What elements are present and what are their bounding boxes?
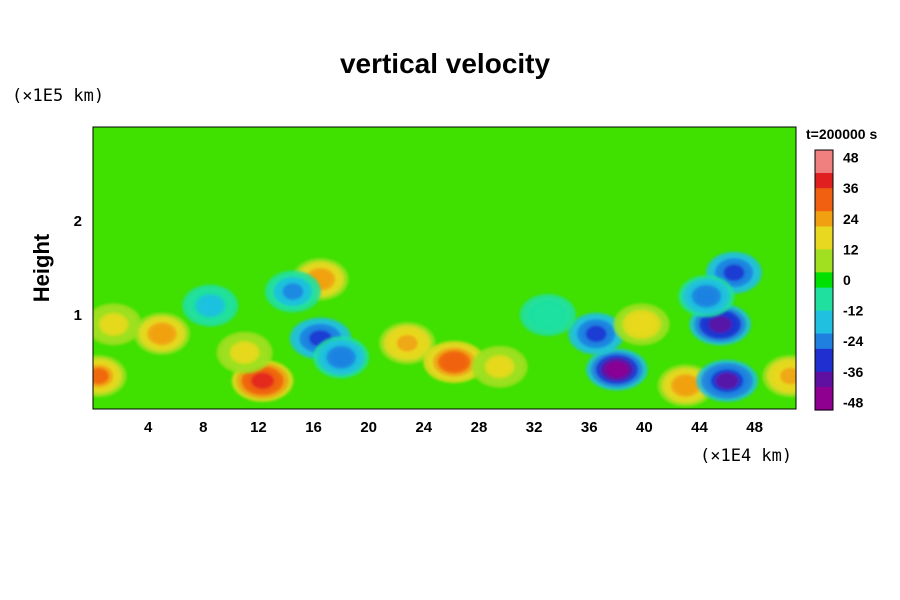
colorbar-band: [815, 387, 833, 396]
y-axis-ticks: 12: [74, 213, 82, 324]
x-tick-label: 20: [360, 419, 377, 436]
x-axis-ticks: 4 8 12 16 20 24 28 32 36 40 44 48: [144, 419, 763, 436]
colorbar-band: [815, 341, 833, 350]
y-tick-label: 2: [74, 213, 82, 230]
heat-cell-2: [133, 312, 190, 355]
x-tick-label: 4: [144, 419, 153, 436]
x-tick-label: 12: [250, 419, 267, 436]
colorbar-band: [815, 364, 833, 373]
colorbar-band: [815, 157, 833, 166]
colorbar-band: [815, 211, 833, 220]
y-axis-label: Height: [29, 233, 54, 302]
colorbar-band: [815, 280, 833, 289]
colorbar-band: [815, 234, 833, 243]
x-tick-label: 48: [746, 419, 763, 436]
colorbar-ticks: 48 36 24 12 0 -12 -24 -36 -48: [843, 150, 863, 411]
colorbar-band: [815, 310, 833, 319]
heat-cell-8: [264, 270, 321, 313]
colorbar-tick-label: 12: [843, 241, 859, 257]
heat-cell-10: [423, 341, 485, 383]
x-tick-label: 44: [691, 419, 708, 436]
colorbar-band: [815, 218, 833, 228]
colorbar-band: [815, 180, 833, 189]
colorbar-band: [815, 203, 833, 212]
plot-frame: [92, 126, 797, 410]
heat-cell-7: [313, 336, 370, 379]
colorbar-tick-label: -36: [843, 364, 863, 380]
heat-cell-20: [762, 355, 796, 398]
colorbar-band: [815, 150, 833, 159]
colorbar-band: [815, 325, 833, 335]
heat-cell-21: [182, 284, 239, 327]
x-tick-label: 16: [305, 419, 322, 436]
colorbar-band: [815, 402, 833, 411]
heat-cell-12: [586, 348, 648, 391]
colorbar-band: [815, 188, 833, 197]
colorbar-tick-label: 36: [843, 180, 859, 196]
x-tick-label: 8: [199, 419, 207, 436]
heat-cell-9: [379, 322, 436, 365]
heatmap-field: [93, 251, 796, 407]
y-axis-unit: (×1E5 km): [12, 86, 104, 106]
colorbar-band: [815, 356, 833, 365]
colorbar-tick-label: 48: [843, 150, 859, 166]
x-tick-label: 24: [415, 419, 432, 436]
colorbar-tick-label: 24: [843, 211, 859, 227]
colorbar-band: [815, 302, 833, 312]
colorbar-band: [815, 172, 833, 182]
colorbar-band: [815, 394, 833, 403]
colorbar-band: [815, 226, 833, 235]
colorbar-band: [815, 333, 833, 342]
heat-cell-16: [696, 359, 758, 402]
colorbar-tick-label: -24: [843, 333, 863, 349]
colorbar-band: [815, 195, 833, 205]
colorbar-band: [815, 272, 833, 281]
x-tick-label: 28: [471, 419, 488, 436]
y-tick-label: 1: [74, 307, 82, 324]
heat-cell-13: [568, 312, 625, 355]
colorbar-tick-label: -48: [843, 394, 863, 410]
colorbar: 48 36 24 12 0 -12 -24 -36 -48: [814, 149, 863, 411]
colorbar-band: [815, 257, 833, 266]
colorbar-frame: [814, 149, 834, 411]
time-label: t=200000 s: [806, 126, 877, 142]
heat-cell-11: [471, 345, 528, 388]
chart-title: vertical velocity: [340, 48, 551, 79]
heat-cell-19: [678, 275, 735, 318]
colorbar-tick-label: 0: [843, 272, 851, 288]
heat-cell-0: [93, 355, 127, 398]
plot-area: [92, 126, 797, 410]
colorbar-band: [815, 264, 833, 273]
colorbar-band: [815, 241, 833, 251]
heat-cell-1: [93, 303, 142, 346]
colorbar-band: [815, 295, 833, 304]
colorbar-band: [815, 318, 833, 327]
x-tick-label: 32: [526, 419, 543, 436]
heat-cell-22: [519, 294, 576, 336]
colorbar-band: [815, 165, 833, 174]
colorbar-tick-label: -12: [843, 303, 863, 319]
colorbar-bands: [815, 150, 833, 411]
heat-cell-4: [216, 331, 273, 374]
heat-cell-15: [657, 364, 714, 407]
colorbar-band: [815, 287, 833, 296]
x-tick-label: 40: [636, 419, 653, 436]
colorbar-band: [815, 348, 833, 358]
colorbar-band: [815, 379, 833, 388]
x-tick-label: 36: [581, 419, 598, 436]
colorbar-band: [815, 371, 833, 381]
heat-cell-14: [613, 303, 670, 346]
x-axis-unit: (×1E4 km): [700, 446, 792, 466]
colorbar-band: [815, 249, 833, 258]
